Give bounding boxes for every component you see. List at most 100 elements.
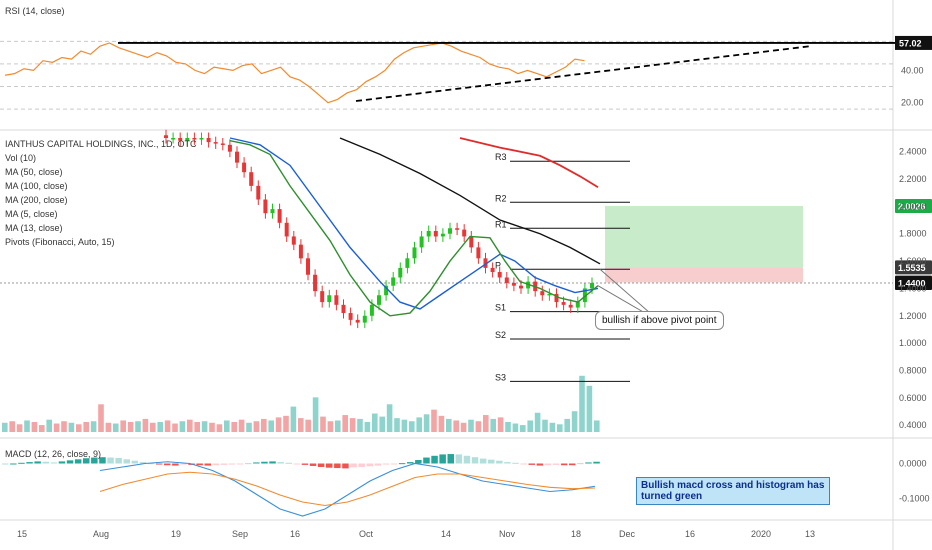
- study-ma50: MA (50, close): [5, 167, 63, 177]
- macd-histogram-bar: [131, 460, 139, 464]
- candle-body: [192, 138, 197, 140]
- study-ma5: MA (5, close): [5, 209, 58, 219]
- candle-body: [483, 258, 488, 268]
- candle-body: [462, 229, 467, 237]
- macd-histogram-bar: [66, 460, 74, 464]
- macd-title: MACD (12, 26, close, 9): [5, 449, 101, 459]
- macd-histogram-bar: [277, 462, 284, 464]
- ma-line-ma200: [459, 137, 599, 188]
- macd-tick-label: 0.0000: [899, 459, 927, 469]
- volume-bar: [542, 419, 548, 432]
- rsi-line: [4, 42, 585, 104]
- candle-body: [220, 143, 225, 145]
- volume-bar: [83, 421, 89, 432]
- macd-histogram-bar: [172, 463, 179, 466]
- price-tick-label: 1.0000: [899, 338, 927, 348]
- volume-bar: [401, 419, 408, 432]
- x-tick-label: Nov: [499, 529, 516, 539]
- volume-bar: [379, 416, 385, 432]
- volume-bar: [327, 421, 334, 432]
- candle-body: [334, 295, 339, 305]
- x-tick-label: 15: [17, 529, 27, 539]
- macd-histogram-bar: [560, 463, 568, 466]
- macd-histogram-bar: [180, 463, 187, 465]
- price-tick-label: 0.8000: [899, 365, 927, 375]
- candle-body: [199, 138, 204, 140]
- candle-body: [256, 185, 261, 200]
- macd-histogram-bar: [261, 461, 268, 464]
- candle-body: [511, 282, 516, 286]
- candle-body: [263, 199, 268, 214]
- candle-body: [362, 315, 367, 323]
- macd-histogram-bar: [326, 463, 333, 468]
- x-tick-label: 14: [441, 529, 451, 539]
- candle-body: [341, 304, 346, 314]
- rsi-value-label: 57.02: [899, 38, 922, 48]
- candle-body: [455, 228, 460, 230]
- volume-bar: [46, 419, 52, 432]
- volume-bar: [460, 422, 467, 432]
- macd-histogram-bar: [107, 457, 114, 464]
- macd-histogram-bar: [390, 463, 398, 465]
- volume-bar: [453, 420, 459, 432]
- macd-histogram-bar: [398, 463, 406, 465]
- macd-histogram-bar: [528, 463, 535, 465]
- candle-body: [575, 302, 580, 308]
- macd-annotation[interactable]: Bullish macd cross and histogram has tur…: [636, 477, 830, 505]
- candle-body: [235, 151, 239, 163]
- volume-bar: [423, 414, 430, 432]
- macd-histogram-bar: [236, 463, 244, 465]
- volume-bar: [512, 423, 519, 432]
- candle-body: [320, 291, 325, 303]
- price-tick-label: 2.0000: [899, 201, 927, 211]
- macd-histogram-bar: [447, 454, 454, 464]
- candle-body: [213, 142, 218, 144]
- x-tick-label: Sep: [232, 529, 248, 539]
- candle-body: [164, 135, 168, 138]
- macd-histogram-bar: [334, 463, 341, 469]
- volume-bar: [127, 421, 134, 432]
- x-tick-label: 16: [685, 529, 695, 539]
- macd-histogram-bar: [496, 460, 503, 464]
- candle-body: [433, 230, 438, 237]
- candle-body: [405, 258, 410, 268]
- candle-body: [178, 138, 183, 141]
- macd-histogram-bar: [34, 461, 41, 464]
- macd-histogram-bar: [139, 462, 147, 464]
- macd-histogram-bar: [164, 463, 171, 466]
- volume-bar: [268, 420, 274, 432]
- macd-histogram-bar: [382, 463, 390, 465]
- volume-bar: [194, 421, 200, 432]
- candle-body: [561, 302, 566, 305]
- volume-bar: [386, 404, 393, 432]
- pivot-label-r1: R1: [495, 219, 507, 229]
- macd-histogram-bar: [18, 462, 25, 464]
- study-ma100: MA (100, close): [5, 181, 68, 191]
- candle-body: [497, 272, 502, 278]
- price-badge-label: 2.0026: [898, 202, 926, 212]
- candle-body: [313, 274, 318, 292]
- pivot-annotation[interactable]: bullish if above pivot point: [595, 311, 724, 330]
- macd-histogram-bar: [2, 463, 9, 465]
- candle-body: [568, 304, 573, 308]
- volume-bar: [39, 425, 45, 432]
- x-tick-label: Oct: [359, 529, 374, 539]
- macd-histogram-bar: [463, 455, 471, 464]
- macd-histogram-bar: [301, 463, 309, 465]
- volume-bar: [31, 421, 38, 432]
- macd-histogram-bar: [50, 462, 58, 464]
- candle-body: [249, 172, 254, 186]
- callout-line: [597, 285, 646, 314]
- candle-body: [412, 247, 417, 259]
- macd-histogram-bar: [415, 460, 422, 464]
- rsi-tick-label: 20.00: [901, 98, 924, 108]
- study-vol: Vol (10): [5, 153, 36, 163]
- candle-body: [476, 247, 481, 259]
- candle-body: [554, 293, 559, 303]
- macd-histogram-bar: [577, 463, 584, 465]
- macd-histogram-bar: [74, 459, 82, 464]
- volume-bar: [594, 420, 600, 432]
- candle-body: [398, 267, 403, 278]
- macd-histogram-bar: [471, 457, 479, 464]
- macd-histogram-bar: [26, 462, 33, 464]
